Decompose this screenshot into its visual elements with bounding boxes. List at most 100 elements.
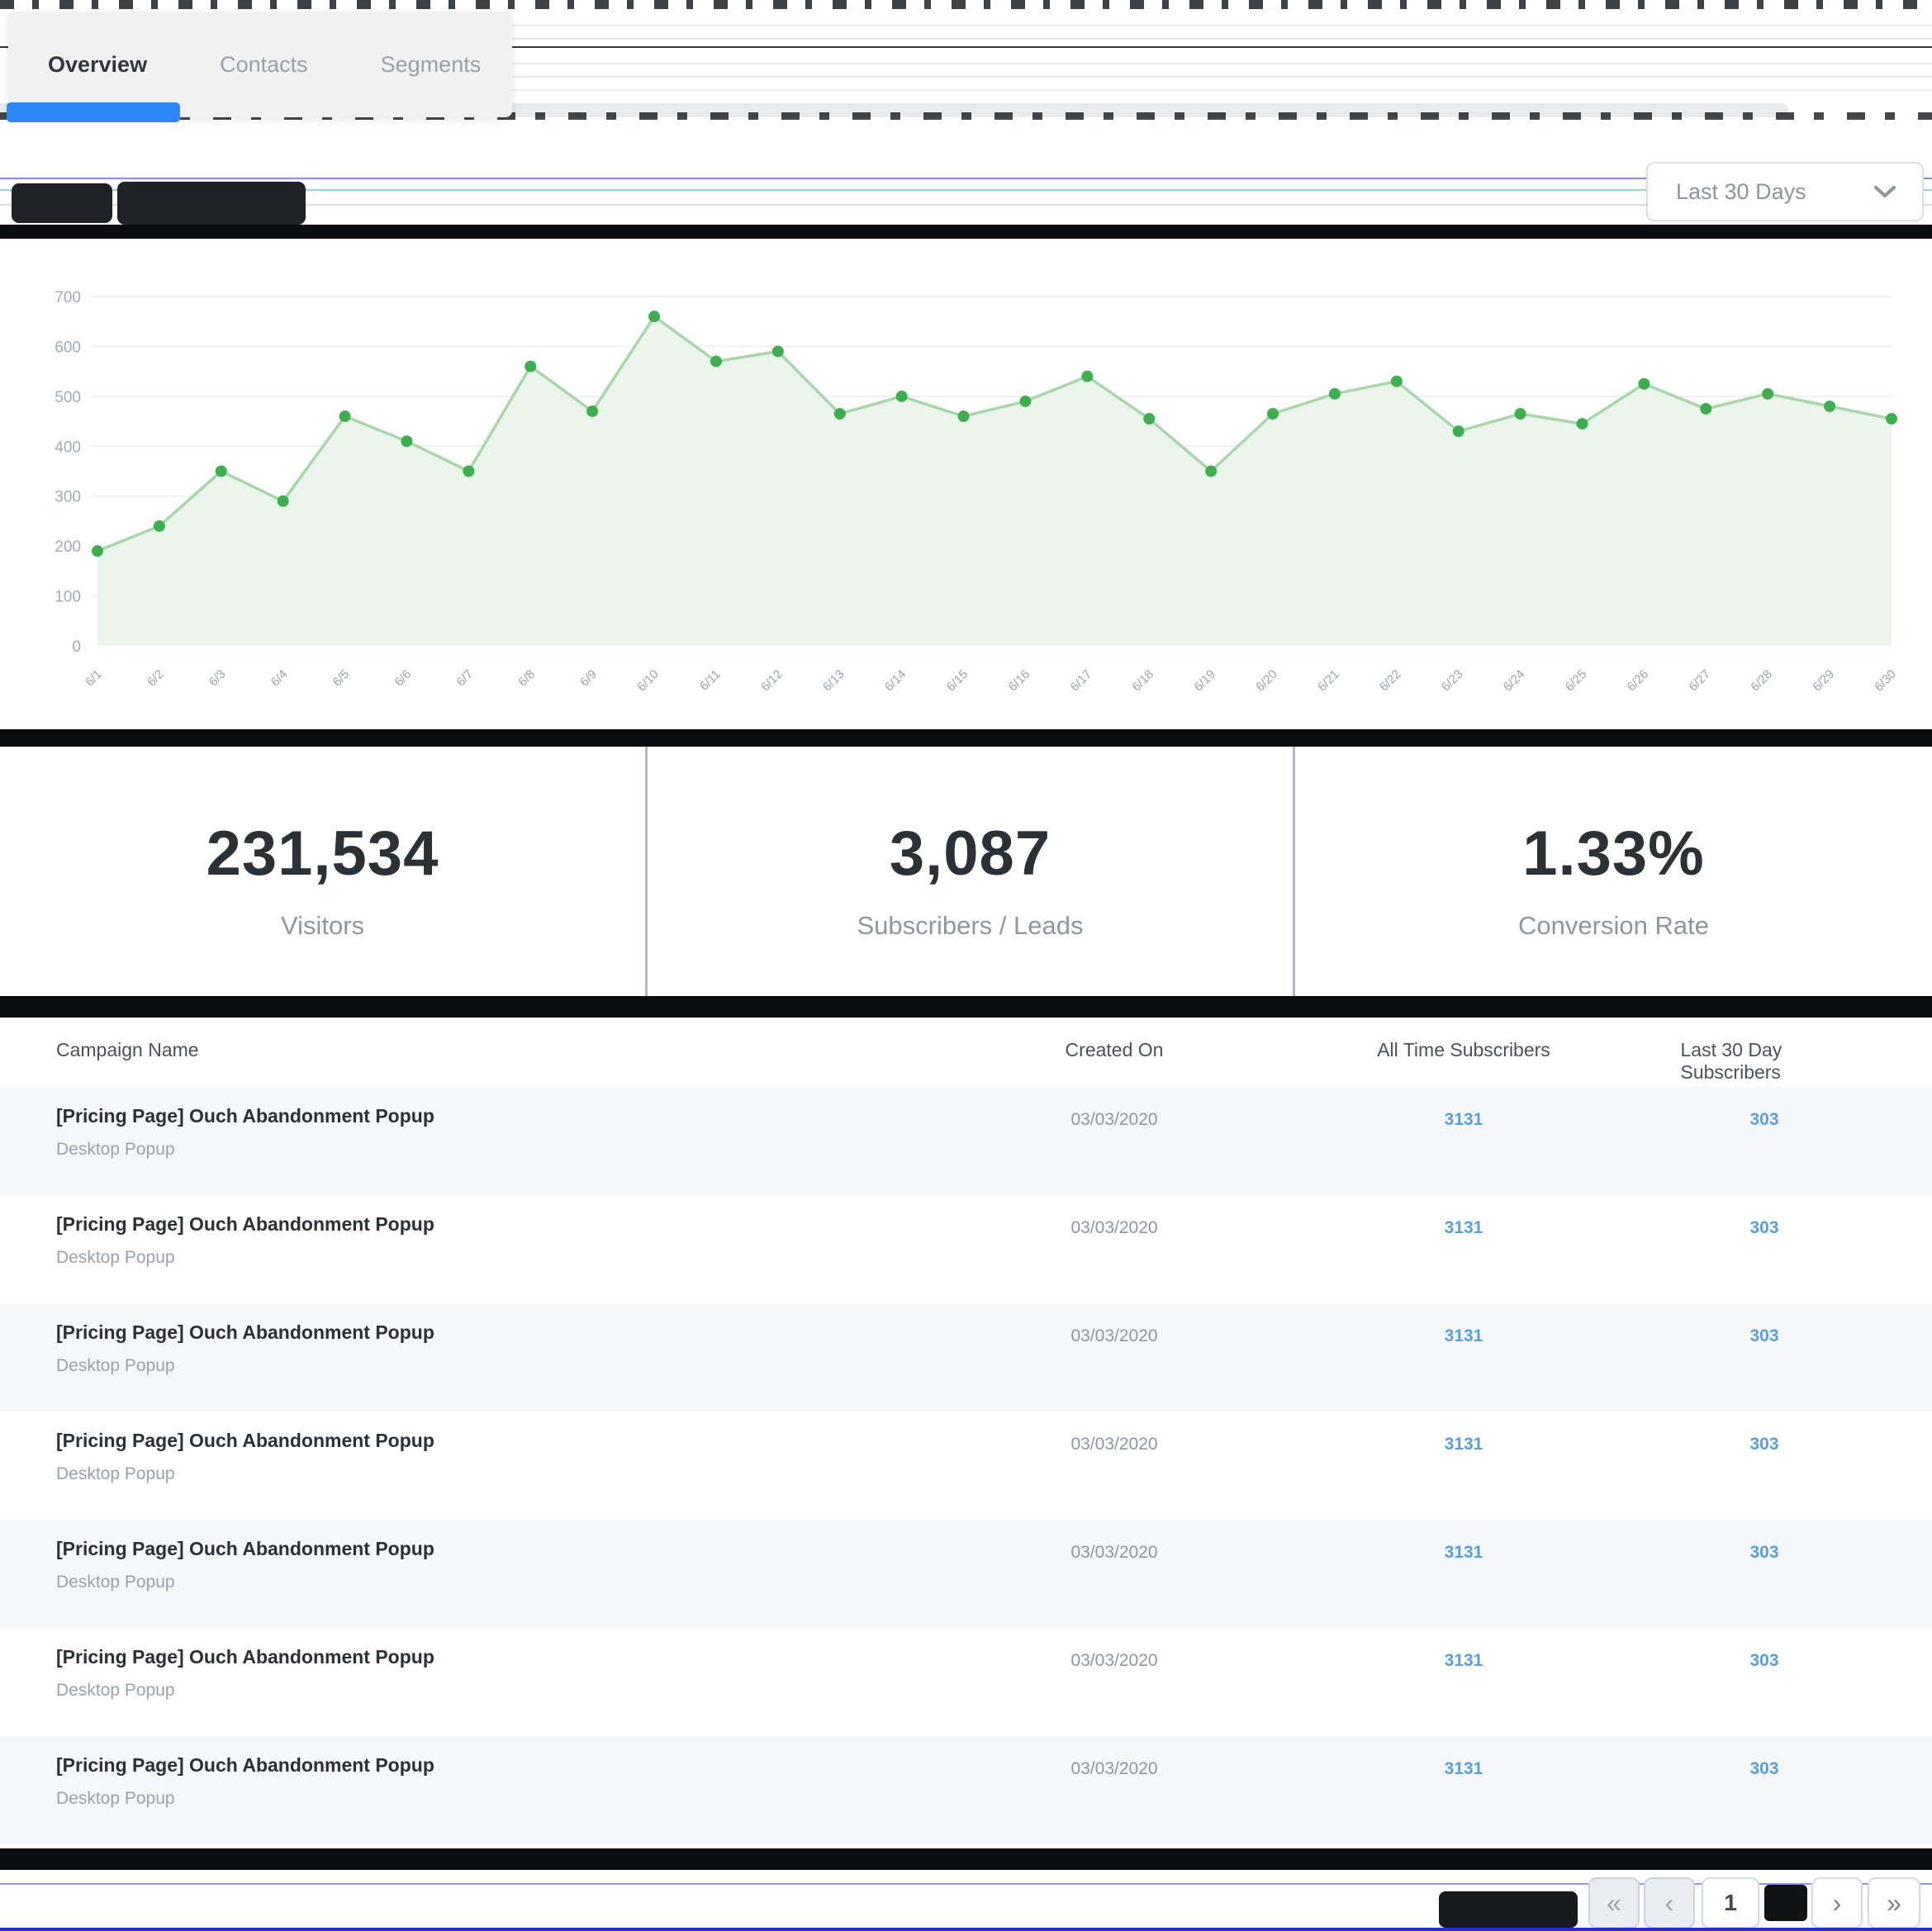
last-30-day-subscribers-link[interactable]: 303 <box>1749 1759 1779 1778</box>
date-range-dropdown[interactable]: Last 30 Days <box>1646 162 1924 221</box>
chart-data-point[interactable] <box>710 355 722 368</box>
all-time-subscribers-link[interactable]: 3131 <box>1444 1651 1483 1670</box>
redacted-page-count <box>1764 1885 1807 1921</box>
campaign-type-label: Desktop Popup <box>56 1681 175 1700</box>
last-30-day-subscribers-link[interactable]: 303 <box>1749 1218 1779 1237</box>
chart-data-point[interactable] <box>771 345 784 358</box>
tabs-bar: Overview Contacts Segments <box>8 12 512 117</box>
previous-page-button[interactable]: ‹ <box>1644 1877 1695 1929</box>
chart-data-point[interactable] <box>1514 408 1526 420</box>
divider <box>0 204 1932 206</box>
stat-visitors: 231,534 Visitors <box>0 747 645 996</box>
chart-data-point[interactable] <box>1886 413 1897 425</box>
chart-data-point[interactable] <box>1700 402 1712 415</box>
x-axis-tick-label: 6/12 <box>758 667 786 695</box>
campaign-type-label: Desktop Popup <box>56 1464 175 1483</box>
created-on-value: 03/03/2020 <box>1070 1435 1158 1454</box>
redaction-band <box>0 996 1932 1018</box>
y-axis-tick-label: 200 <box>55 538 81 556</box>
chevron-down-icon <box>1874 186 1896 197</box>
chart-data-point[interactable] <box>1824 400 1836 412</box>
chart-data-point[interactable] <box>895 390 908 402</box>
x-axis-tick-label: 6/19 <box>1191 667 1218 695</box>
chart-data-point[interactable] <box>648 311 661 323</box>
x-axis-tick-label: 6/16 <box>1006 667 1033 695</box>
chart-data-point[interactable] <box>215 465 227 477</box>
redaction-band <box>0 225 1932 239</box>
tab-overview[interactable]: Overview <box>48 51 148 77</box>
table-row: [Pricing Page] Ouch Abandonment Popup Des… <box>0 1628 1932 1736</box>
all-time-subscribers-link[interactable]: 3131 <box>1444 1543 1483 1562</box>
chart-data-point[interactable] <box>1576 418 1588 430</box>
all-time-subscribers-link[interactable]: 3131 <box>1444 1435 1483 1454</box>
chart-data-point[interactable] <box>1081 370 1094 382</box>
campaign-name-link[interactable]: [Pricing Page] Ouch Abandonment Popup <box>56 1754 434 1776</box>
campaign-name-link[interactable]: [Pricing Page] Ouch Abandonment Popup <box>56 1538 434 1559</box>
created-on-value: 03/03/2020 <box>1070 1326 1158 1345</box>
last-30-day-subscribers-link[interactable]: 303 <box>1749 1651 1779 1670</box>
chart-data-point[interactable] <box>1019 395 1032 407</box>
x-axis-tick-label: 6/9 <box>577 667 600 690</box>
tab-contacts[interactable]: Contacts <box>220 51 308 77</box>
active-tab-indicator <box>7 102 180 122</box>
divider <box>0 1883 1932 1885</box>
y-axis-tick-label: 700 <box>55 289 81 306</box>
chart-data-point[interactable] <box>957 410 970 423</box>
campaign-name-link[interactable]: [Pricing Page] Ouch Abandonment Popup <box>56 1321 434 1343</box>
current-page-button[interactable]: 1 <box>1702 1877 1759 1929</box>
x-axis-tick-label: 6/14 <box>882 667 909 695</box>
chart-data-point[interactable] <box>153 520 165 532</box>
all-time-subscribers-link[interactable]: 3131 <box>1444 1218 1483 1237</box>
last-30-day-subscribers-link[interactable]: 303 <box>1749 1435 1779 1454</box>
chart-data-point[interactable] <box>833 408 846 420</box>
chart-data-point[interactable] <box>1762 387 1774 400</box>
last-page-button[interactable]: » <box>1868 1877 1920 1929</box>
campaign-name-link[interactable]: [Pricing Page] Ouch Abandonment Popup <box>56 1430 434 1451</box>
visitors-value: 231,534 <box>206 818 439 889</box>
x-axis-tick-label: 6/11 <box>697 667 724 694</box>
x-axis-tick-label: 6/29 <box>1810 667 1837 695</box>
x-axis-tick-label: 6/26 <box>1625 667 1652 695</box>
chart-data-point[interactable] <box>525 360 537 372</box>
chart-data-point[interactable] <box>92 545 103 557</box>
all-time-subscribers-link[interactable]: 3131 <box>1444 1326 1483 1345</box>
chart-data-point[interactable] <box>1328 387 1341 400</box>
chart-data-point[interactable] <box>1267 408 1279 420</box>
stat-divider <box>645 747 648 996</box>
subscribers-label: Subscribers / Leads <box>857 911 1084 940</box>
chart-data-point[interactable] <box>1143 413 1156 425</box>
x-axis-tick-label: 6/8 <box>515 667 538 690</box>
chart-data-point[interactable] <box>1638 377 1650 390</box>
chart-data-point[interactable] <box>277 495 289 507</box>
first-page-icon: « <box>1607 1887 1621 1918</box>
chart-data-point[interactable] <box>1452 425 1464 438</box>
x-axis-tick-label: 6/5 <box>330 667 353 690</box>
x-axis-tick-label: 6/2 <box>145 667 167 690</box>
last-30-day-subscribers-link[interactable]: 303 <box>1749 1543 1779 1562</box>
current-page-number: 1 <box>1724 1890 1737 1915</box>
chart-data-point[interactable] <box>401 435 413 448</box>
conversion-rate-label: Conversion Rate <box>1518 911 1709 940</box>
campaign-type-label: Desktop Popup <box>56 1140 175 1159</box>
column-header-last-30-day-subscribers: Last 30 Day Subscribers <box>1680 1039 1782 1083</box>
tab-segments[interactable]: Segments <box>380 51 482 77</box>
chart-data-point[interactable] <box>1390 375 1403 387</box>
chart-data-point[interactable] <box>339 410 351 423</box>
last-30-day-subscribers-link[interactable]: 303 <box>1749 1110 1779 1129</box>
last-30-day-subscribers-link[interactable]: 303 <box>1749 1326 1779 1345</box>
first-page-button[interactable]: « <box>1588 1877 1640 1929</box>
all-time-subscribers-link[interactable]: 3131 <box>1444 1759 1483 1778</box>
subscribers-area-chart: 0 100 200 300 400 500 600 700 6/1 6/2 6/3 6/4 6/5 6/6… <box>55 289 1899 695</box>
campaign-name-link[interactable]: [Pricing Page] Ouch Abandonment Popup <box>56 1105 434 1127</box>
campaign-name-link[interactable]: [Pricing Page] Ouch Abandonment Popup <box>56 1213 434 1235</box>
y-axis-tick-label: 400 <box>55 439 81 456</box>
campaign-name-link[interactable]: [Pricing Page] Ouch Abandonment Popup <box>56 1646 434 1668</box>
all-time-subscribers-link[interactable]: 3131 <box>1444 1110 1483 1129</box>
table-row: [Pricing Page] Ouch Abandonment Popup Des… <box>0 1195 1932 1303</box>
next-page-button[interactable]: › <box>1811 1877 1863 1929</box>
chart-data-point[interactable] <box>1205 465 1218 477</box>
conversion-rate-value: 1.33% <box>1522 818 1705 889</box>
chart-data-point[interactable] <box>586 405 599 417</box>
chart-data-point[interactable] <box>463 465 475 477</box>
